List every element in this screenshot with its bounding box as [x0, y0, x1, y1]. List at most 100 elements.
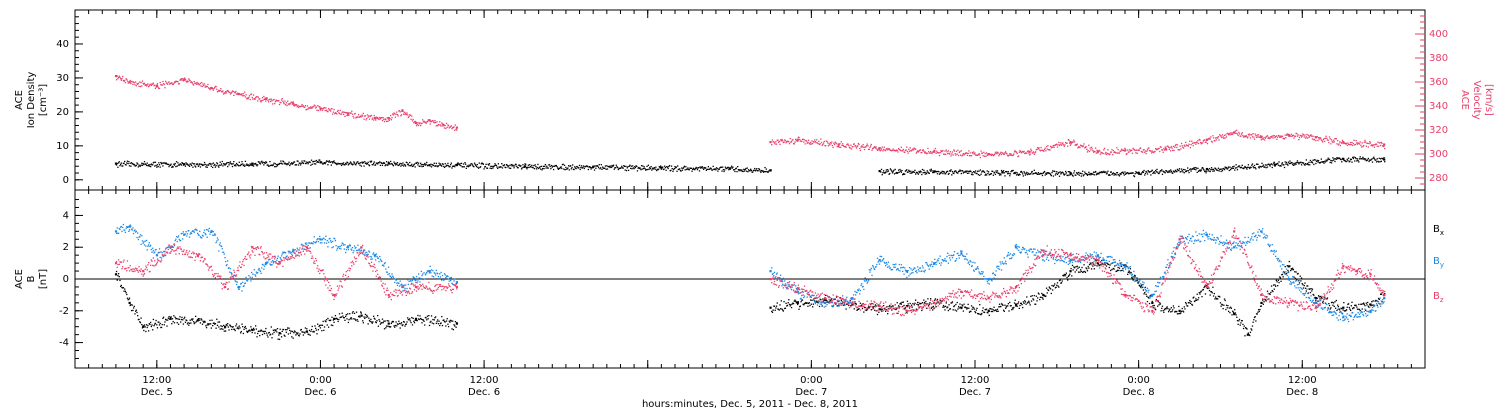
density-sample — [274, 166, 276, 168]
bx-sample — [1151, 300, 1153, 303]
density-sample — [685, 168, 688, 171]
bx-sample — [901, 301, 903, 304]
velocity-sample — [229, 93, 232, 95]
bx-sample — [1280, 280, 1282, 282]
density-sample — [642, 167, 645, 170]
velocity-sample — [132, 81, 135, 83]
bx-sample — [122, 287, 124, 289]
bx-sample — [1279, 276, 1281, 278]
density-sample — [1095, 170, 1097, 173]
velocity-sample — [142, 82, 144, 85]
velocity-sample — [953, 149, 955, 151]
bx-sample — [134, 313, 136, 315]
density-sample — [417, 162, 420, 164]
density-sample — [1258, 167, 1260, 169]
bx-sample — [270, 333, 272, 335]
bx-sample — [1294, 277, 1297, 279]
density-sample — [910, 170, 912, 172]
bx-sample — [1180, 312, 1182, 314]
bx-sample — [188, 324, 190, 326]
by-point — [1069, 258, 1072, 262]
bx-sample — [260, 329, 262, 331]
bx-sample — [1188, 301, 1190, 304]
velocity-sample — [1296, 135, 1299, 137]
by-sample — [154, 251, 156, 253]
bx-sample — [793, 300, 795, 302]
density-sample — [580, 165, 583, 167]
density-sample — [888, 173, 890, 175]
velocity-sample — [1020, 152, 1022, 154]
velocity-sample — [1263, 136, 1265, 139]
density-sample — [1301, 162, 1303, 164]
bx-sample — [274, 330, 277, 332]
density-sample — [272, 164, 274, 167]
density-sample — [893, 173, 896, 175]
bx-sample — [130, 304, 132, 306]
bx-sample — [927, 298, 929, 300]
density-sample — [1201, 167, 1203, 169]
density-sample — [1161, 173, 1164, 176]
velocity-sample — [268, 98, 270, 101]
density-sample — [186, 163, 188, 165]
density-sample — [1328, 158, 1331, 160]
velocity-sample — [1022, 151, 1025, 153]
bx-sample — [263, 330, 265, 333]
density-sample — [1353, 156, 1355, 158]
density-sample — [735, 168, 737, 170]
velocity-sample — [1322, 141, 1324, 143]
velocity-sample — [167, 83, 169, 85]
bx-sample — [865, 309, 867, 311]
velocity-sample — [297, 106, 300, 109]
density-sample — [606, 168, 609, 170]
bx-sample — [1242, 323, 1244, 326]
velocity-sample — [983, 155, 986, 157]
bx-sample — [1324, 296, 1326, 298]
density-sample — [546, 167, 549, 169]
velocity-sample — [1039, 150, 1042, 152]
bx-sample — [918, 307, 920, 309]
bx-sample — [339, 316, 341, 319]
bx-sample — [1226, 307, 1228, 309]
velocity-sample — [1092, 150, 1094, 152]
velocity-ylabel-2: Velocity — [1471, 80, 1482, 119]
density-sample — [1260, 165, 1262, 168]
bx-sample — [919, 303, 921, 305]
velocity-sample — [789, 137, 791, 140]
density-sample — [547, 167, 549, 169]
bx-sample — [941, 300, 943, 302]
density-sample — [1360, 158, 1362, 160]
bx-sample — [1375, 300, 1378, 302]
by-sample — [150, 244, 152, 246]
bx-sample — [973, 308, 975, 310]
velocity-sample — [376, 117, 378, 120]
velocity-sample — [330, 108, 332, 110]
bx-sample — [358, 315, 360, 317]
velocity-sample — [785, 142, 787, 144]
density-sample — [242, 163, 244, 165]
velocity-sample — [1060, 142, 1062, 144]
velocity-sample — [205, 85, 207, 87]
velocity-sample — [227, 89, 229, 92]
bx-sample — [185, 319, 187, 321]
by-sample — [257, 271, 259, 274]
by-sample — [262, 264, 264, 266]
by-sample — [197, 232, 199, 234]
bx-sample — [250, 328, 253, 330]
density-sample — [1212, 168, 1215, 171]
bx-sample — [1254, 316, 1256, 318]
velocity-sample — [1212, 137, 1215, 139]
velocity-sample — [895, 149, 898, 151]
density-sample — [1367, 157, 1370, 160]
bx-sample — [366, 314, 368, 317]
velocity-sample — [331, 108, 333, 110]
density-sample — [687, 167, 689, 169]
velocity-sample — [206, 85, 208, 88]
density-sample — [968, 172, 970, 174]
density-tick-label: 20 — [56, 107, 69, 118]
velocity-sample — [1286, 133, 1288, 135]
density-sample — [1269, 165, 1271, 167]
density-sample — [450, 164, 452, 166]
bx-sample — [218, 326, 220, 328]
density-sample — [617, 168, 620, 171]
bx-sample — [1295, 271, 1297, 273]
